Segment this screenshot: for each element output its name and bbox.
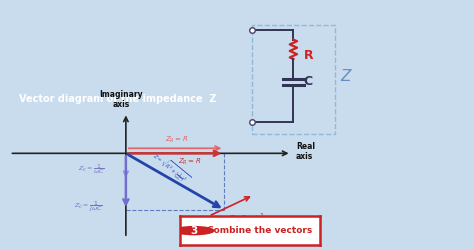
Text: $Z = \sqrt{R^2\!+\!\left(\frac{1}{\omega C}\right)^{\!2}}$: $Z = \sqrt{R^2\!+\!\left(\frac{1}{\omega…: [149, 148, 192, 188]
Text: 3: 3: [191, 226, 198, 235]
Circle shape: [174, 226, 214, 235]
Text: Z: Z: [340, 69, 351, 84]
Text: $Z_R = R$: $Z_R = R$: [178, 157, 201, 167]
Text: C: C: [304, 76, 313, 88]
Text: $Z_C = \dfrac{1}{\omega C}$: $Z_C = \dfrac{1}{\omega C}$: [78, 162, 105, 176]
Text: Vector diagram of the impedance  Z: Vector diagram of the impedance Z: [19, 94, 217, 104]
Text: R: R: [304, 49, 313, 62]
Text: $Z_C = \dfrac{1}{j\omega C}$: $Z_C = \dfrac{1}{j\omega C}$: [74, 198, 102, 214]
Text: $Z = R - j\dfrac{1}{\omega C}$: $Z = R - j\dfrac{1}{\omega C}$: [229, 212, 268, 228]
Text: Imaginary
axis: Imaginary axis: [100, 90, 143, 110]
Text: Combine the vectors: Combine the vectors: [207, 226, 312, 235]
Bar: [252, 25, 335, 134]
Text: Real
axis: Real axis: [296, 142, 315, 161]
Text: $Z_R = R$: $Z_R = R$: [165, 135, 189, 145]
